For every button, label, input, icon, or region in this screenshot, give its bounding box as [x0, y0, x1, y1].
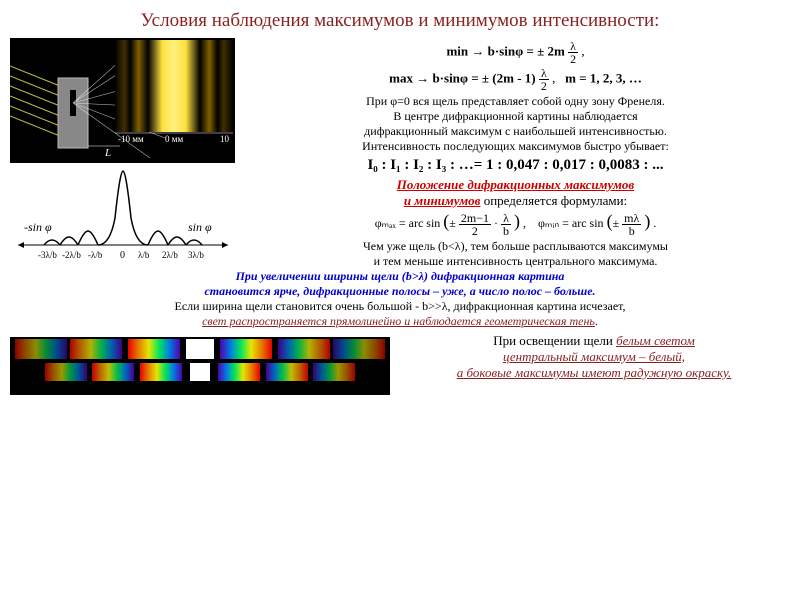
svg-text:-2λ/b: -2λ/b: [62, 250, 81, 260]
axis-label-left: -sin φ: [24, 220, 52, 234]
intensity-curve-plot: -sin φ sin φ -3λ/b -2λ/b -λ/b 0 λ/b 2λ/b…: [10, 163, 235, 268]
red-heading: Положение дифракционных максимумов: [241, 177, 790, 193]
svg-text:m=2: m=2: [288, 385, 307, 395]
white-light-caption: При освещении щели белым светом централь…: [398, 333, 790, 381]
formula-phi-max-min: φₘₐₓ = arc sin (± 2m−12 · λb ) , φₘᵢₙ = …: [241, 211, 790, 237]
svg-text:-λ/b: -λ/b: [88, 250, 103, 260]
intensity-ratio: I₀ : I₁ : I₂ : I₃ : …= 1 : 0,047 : 0,017…: [241, 157, 790, 174]
paragraph-phi0-l1: При φ=0 вся щель представляет собой одну…: [241, 94, 790, 109]
diffraction-setup-diagram: -10 мм 0 мм 10 L: [10, 38, 235, 163]
para4-l2: свет распространяется прямолинейно и наб…: [10, 314, 790, 329]
svg-text:2λ/b: 2λ/b: [162, 250, 178, 260]
para4-l1: Если ширина щели становится очень большо…: [10, 299, 790, 314]
svg-text:0: 0: [120, 250, 125, 261]
svg-text:-3λ/b: -3λ/b: [38, 250, 57, 260]
svg-text:λ/b: λ/b: [138, 250, 150, 260]
axis-tick-0: 0 мм: [165, 134, 183, 144]
svg-text:m=-1: m=-1: [142, 385, 164, 395]
paragraph-phi0-l2: В центре дифракционной картины наблюдает…: [241, 109, 790, 124]
distance-label-L: L: [104, 147, 111, 159]
page-title: Условия наблюдения максимумов и минимумо…: [10, 10, 790, 32]
para3-l2: становится ярче, дифракционные полосы – …: [10, 284, 790, 299]
formula-min: min → b·sinφ = ± 2m λ2 ,: [241, 40, 790, 65]
svg-text:m=0: m=0: [192, 385, 211, 395]
para2-l2: и тем меньше интенсивность центрального …: [241, 254, 790, 269]
svg-text:m=3: m=3: [340, 385, 359, 395]
svg-text:m=-2: m=-2: [85, 385, 107, 395]
white-light-spectrum: m=-3 m=-2 m=-1 m=0 m=1 m=2 m=3: [10, 337, 390, 395]
axis-tick-neg10: -10 мм: [118, 134, 144, 144]
svg-text:m=1: m=1: [235, 385, 254, 395]
para2-l1: Чем уже щель (b<λ), тем больше расплываю…: [241, 239, 790, 254]
svg-text:m=-3: m=-3: [30, 385, 52, 395]
para3-l1: При увеличении ширины щели (b>λ) дифракц…: [10, 269, 790, 284]
axis-tick-10: 10: [220, 134, 230, 144]
axis-label-right: sin φ: [188, 220, 212, 234]
svg-text:3λ/b: 3λ/b: [188, 250, 204, 260]
paragraph-phi0-l4: Интенсивность последующих максимумов быс…: [241, 139, 790, 154]
paragraph-phi0-l3: дифракционный максимум с наибольшей инте…: [241, 124, 790, 139]
formula-max: max → b·sinφ = ± (2m - 1) λ2 , m = 1, 2,…: [241, 67, 790, 92]
red-heading-l2: и минимумов определяется формулами:: [241, 193, 790, 209]
